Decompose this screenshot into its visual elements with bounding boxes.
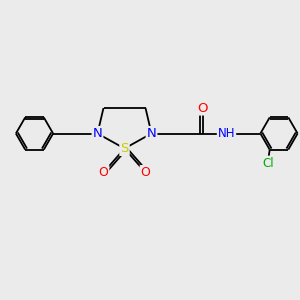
- Text: N: N: [93, 127, 102, 140]
- Text: Cl: Cl: [262, 157, 274, 169]
- Text: N: N: [147, 127, 156, 140]
- Text: NH: NH: [218, 127, 235, 140]
- Text: O: O: [99, 166, 108, 179]
- Text: O: O: [141, 166, 150, 179]
- Text: S: S: [120, 142, 129, 155]
- Text: O: O: [197, 101, 208, 115]
